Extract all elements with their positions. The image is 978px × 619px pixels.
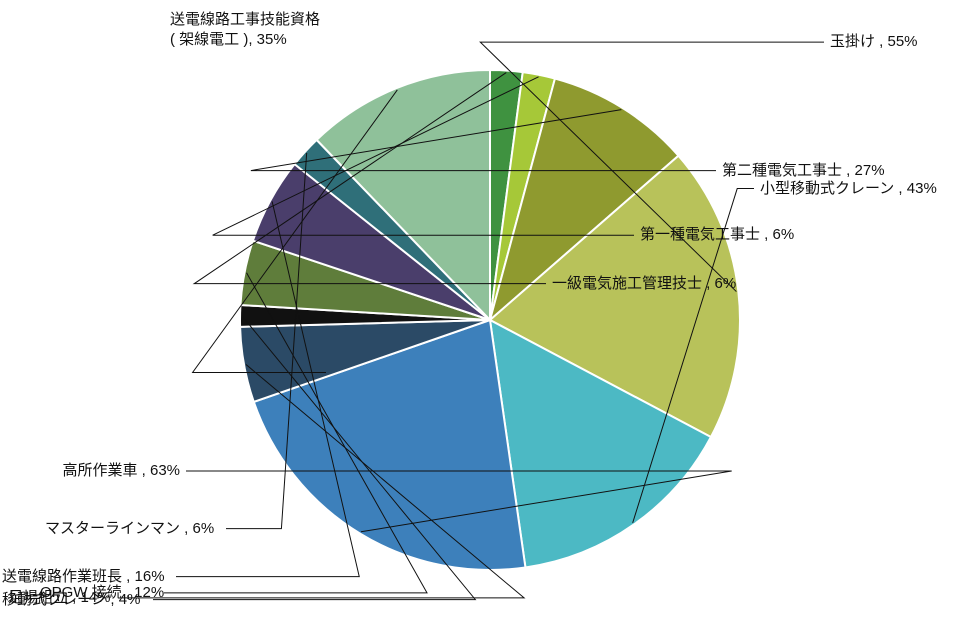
pie-slice-label: マスターラインマン , 6% (45, 519, 214, 539)
pie-slice-label: 玉掛け , 55% (830, 32, 918, 52)
pie-slice-label: 小型移動式クレーン , 43% (760, 179, 937, 199)
pie-slice-label: 高所作業車 , 63% (62, 461, 180, 481)
qualification-pie-chart: 一級電気施工管理技士 , 6%第一種電気工事士 , 6%第二種電気工事士 , 2… (0, 0, 978, 619)
pie-slice-label: 第一種電気工事士 , 6% (640, 225, 794, 245)
pie-slice-label: 送電線路工事技能資格( 架線電工 ), 35% (170, 10, 320, 51)
pie-slice-label: 送電線路作業班長 , 16% (2, 567, 165, 587)
pie-slice-label: 一級電気施工管理技士 , 6% (552, 274, 736, 294)
